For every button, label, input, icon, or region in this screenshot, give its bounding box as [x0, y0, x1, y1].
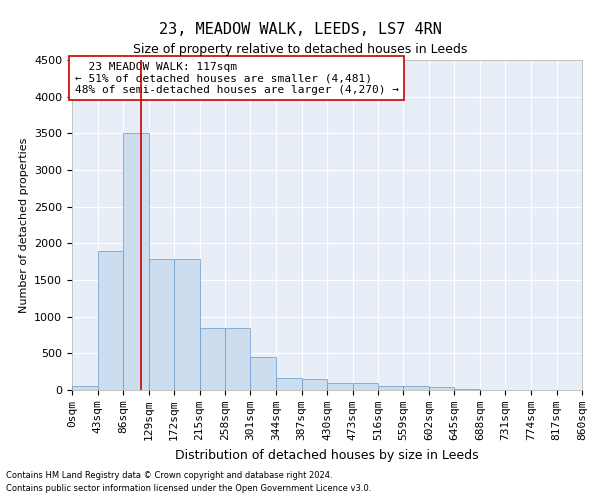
Bar [97, 250, 123, 390]
Bar [455, 388, 480, 390]
Bar [225, 328, 251, 390]
Bar [72, 386, 97, 390]
Text: Contains public sector information licensed under the Open Government Licence v3: Contains public sector information licen… [6, 484, 371, 493]
Bar [174, 260, 199, 390]
Bar [378, 386, 403, 390]
Bar [123, 134, 149, 390]
Y-axis label: Number of detached properties: Number of detached properties [19, 138, 29, 312]
Bar [403, 386, 429, 390]
Bar [199, 328, 225, 390]
Bar [302, 378, 327, 390]
Bar [327, 383, 353, 390]
Bar [251, 357, 276, 390]
Bar [429, 386, 455, 390]
Bar [149, 260, 174, 390]
Text: Size of property relative to detached houses in Leeds: Size of property relative to detached ho… [133, 42, 467, 56]
X-axis label: Distribution of detached houses by size in Leeds: Distribution of detached houses by size … [175, 448, 479, 462]
Text: 23 MEADOW WALK: 117sqm
← 51% of detached houses are smaller (4,481)
48% of semi-: 23 MEADOW WALK: 117sqm ← 51% of detached… [74, 62, 398, 95]
Bar [276, 378, 302, 390]
Bar [353, 384, 378, 390]
Text: Contains HM Land Registry data © Crown copyright and database right 2024.: Contains HM Land Registry data © Crown c… [6, 470, 332, 480]
Text: 23, MEADOW WALK, LEEDS, LS7 4RN: 23, MEADOW WALK, LEEDS, LS7 4RN [158, 22, 442, 38]
